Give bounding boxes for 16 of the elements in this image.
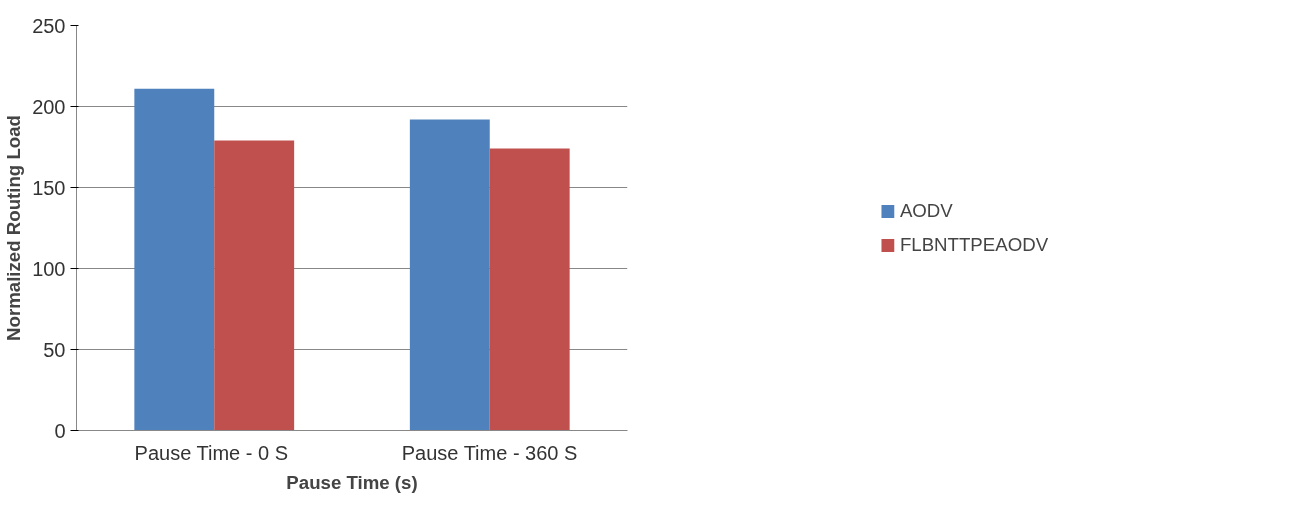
y-axis-title: Normalized Routing Load xyxy=(3,115,25,341)
legend-label: AODV xyxy=(899,199,953,222)
y-tick-label: 50 xyxy=(43,338,66,361)
x-tick-label: Pause Time - 360 S xyxy=(401,441,578,464)
x-axis-title: Pause Time (s) xyxy=(286,471,418,493)
y-tick-label: 150 xyxy=(32,176,66,199)
bar xyxy=(134,88,215,431)
legend-label: FLBNTTPEAODV xyxy=(899,233,1049,256)
y-tick-label: 200 xyxy=(32,95,66,118)
x-tick-label: Pause Time - 0 S xyxy=(134,441,288,464)
bar xyxy=(214,140,295,431)
bar xyxy=(409,119,490,431)
bar xyxy=(489,148,570,431)
y-tick-label: 250 xyxy=(32,14,66,37)
y-tick-label: 100 xyxy=(32,257,66,280)
y-tick-label: 0 xyxy=(54,419,66,442)
